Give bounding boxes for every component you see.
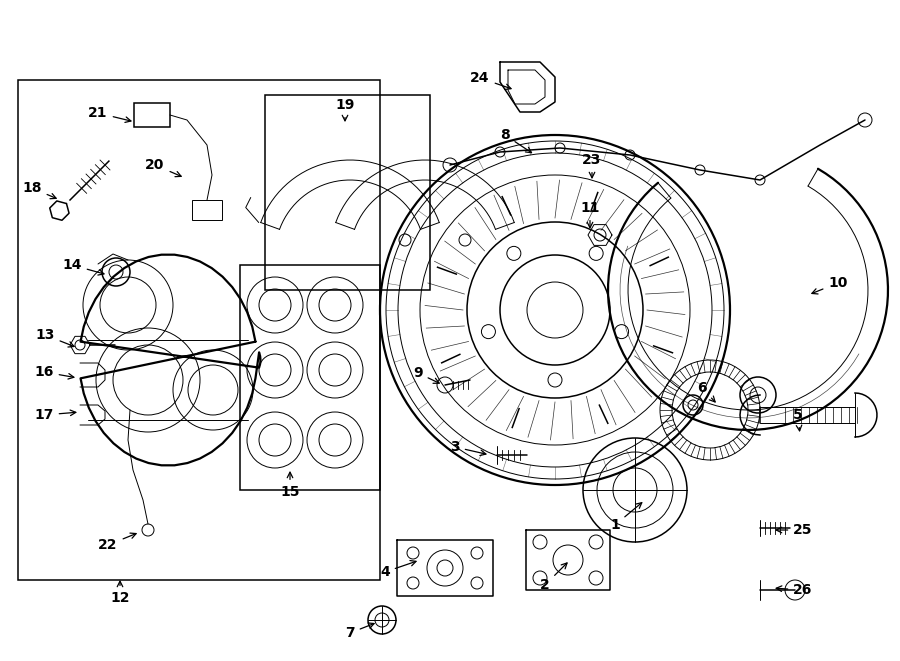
Text: 25: 25 <box>776 523 813 537</box>
Text: 4: 4 <box>380 561 416 579</box>
Bar <box>265 95 430 290</box>
Bar <box>240 265 380 490</box>
Text: 14: 14 <box>62 258 104 275</box>
Text: 24: 24 <box>470 71 511 89</box>
Text: 2: 2 <box>540 563 567 592</box>
Bar <box>192 200 222 220</box>
Text: 18: 18 <box>22 181 56 199</box>
Text: 7: 7 <box>346 623 374 640</box>
Text: 9: 9 <box>413 366 439 383</box>
Bar <box>134 103 170 127</box>
Text: 6: 6 <box>698 381 716 402</box>
Text: 15: 15 <box>280 472 300 499</box>
Text: 21: 21 <box>88 106 130 122</box>
Text: 16: 16 <box>34 365 74 379</box>
Text: 8: 8 <box>500 128 532 153</box>
Text: 5: 5 <box>793 408 803 431</box>
Text: 19: 19 <box>336 98 355 121</box>
Bar <box>18 80 380 580</box>
Text: 17: 17 <box>34 408 76 422</box>
Text: 1: 1 <box>610 502 642 532</box>
Text: 10: 10 <box>812 276 848 294</box>
Text: 23: 23 <box>582 153 602 178</box>
Text: 12: 12 <box>110 581 130 605</box>
Text: 26: 26 <box>776 583 813 597</box>
Text: 22: 22 <box>98 533 136 552</box>
Text: 3: 3 <box>450 440 486 455</box>
Text: 20: 20 <box>145 158 181 176</box>
Text: 11: 11 <box>580 201 599 228</box>
Text: 13: 13 <box>35 328 74 347</box>
